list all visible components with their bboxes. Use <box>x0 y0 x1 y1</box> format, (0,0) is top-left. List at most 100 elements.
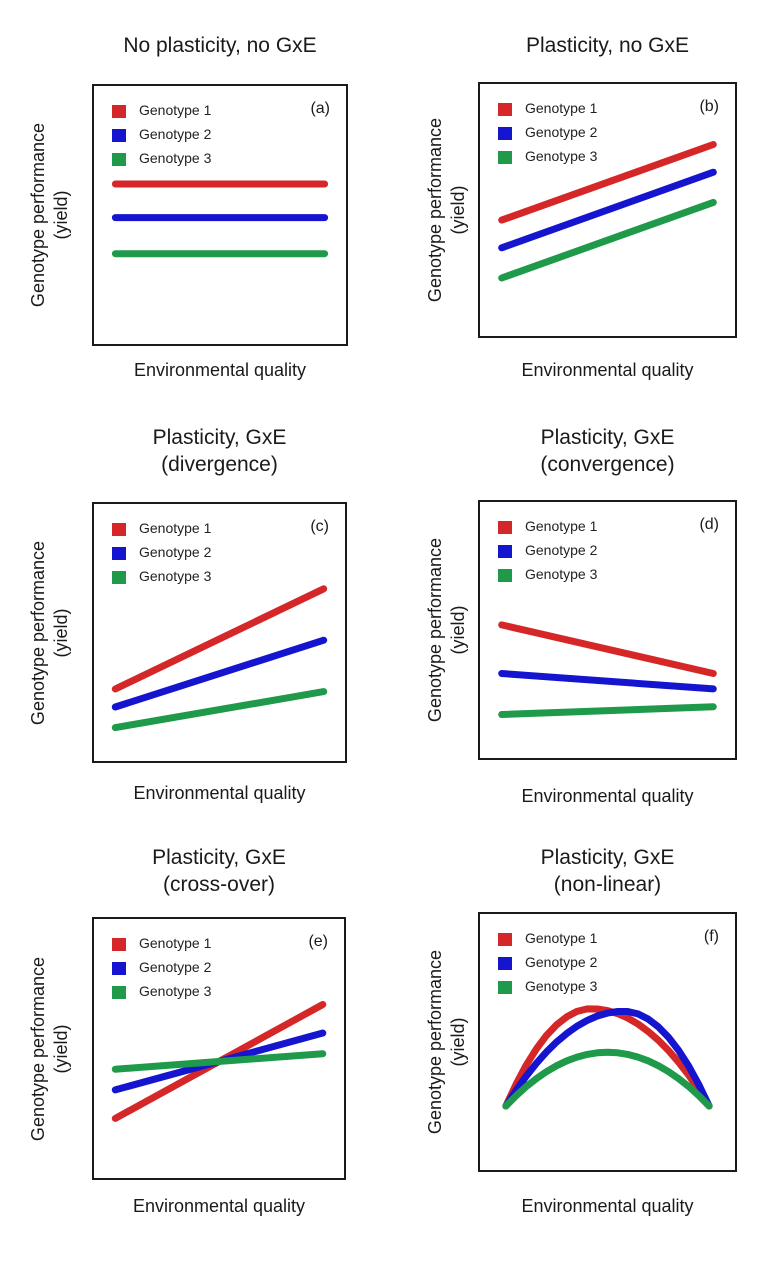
legend-label: Genotype 3 <box>139 568 212 584</box>
chart-title: No plasticity, no GxE <box>52 32 388 59</box>
legend-swatch <box>112 129 126 142</box>
y-axis-label-line: Genotype performance <box>28 956 48 1141</box>
legend-swatch <box>498 569 512 582</box>
legend-label: Genotype 2 <box>139 126 212 142</box>
plot-area: Genotype 1 Genotype 2 Genotype 3 (f) <box>478 912 737 1172</box>
plot-svg <box>498 141 717 282</box>
legend-swatch <box>112 962 126 975</box>
series-line-genotype-1 <box>498 621 717 677</box>
legend-label: Genotype 2 <box>139 959 212 975</box>
legend-swatch <box>112 938 126 951</box>
x-axis-label: Environmental quality <box>521 1196 694 1216</box>
chart-title-line: Plasticity, GxE <box>152 426 287 449</box>
series-line-genotype-3 <box>502 1048 713 1110</box>
legend-label: Genotype 1 <box>139 102 212 118</box>
legend-swatch <box>498 981 512 994</box>
y-axis-label-line: Genotype performance <box>425 949 445 1135</box>
chart-title-line: No plasticity, no GxE <box>123 34 317 57</box>
legend-label: Genotype 1 <box>525 518 598 534</box>
legend-swatch <box>112 105 126 118</box>
x-axis-label: Environmental quality <box>521 786 694 806</box>
y-axis-label: Genotype performance (yield) <box>27 513 73 753</box>
y-axis-label: Genotype performance (yield) <box>424 510 470 750</box>
legend-swatch <box>498 151 512 164</box>
legend-swatch <box>112 571 126 584</box>
chart-subtitle: (cross-over) <box>162 873 275 896</box>
plot-area: Genotype 1 Genotype 2 Genotype 3 (e) <box>92 917 346 1180</box>
plot-svg <box>111 585 328 732</box>
chart-title-line: Plasticity, GxE <box>540 426 675 449</box>
series-line-genotype-3 <box>498 703 717 718</box>
legend-label: Genotype 2 <box>525 124 598 140</box>
y-axis-label: Genotype performance (yield) <box>27 95 73 335</box>
panel-letter: (d) <box>699 516 719 533</box>
legend-label: Genotype 3 <box>525 978 598 994</box>
y-axis-label: Genotype performance (yield) <box>424 90 470 330</box>
legend-swatch <box>498 127 512 140</box>
series-line-genotype-3 <box>111 688 328 732</box>
plot-svg <box>111 1001 327 1122</box>
legend-label: Genotype 2 <box>139 544 212 560</box>
y-axis-label-unit: (yield) <box>448 185 468 235</box>
plot-svg <box>498 621 717 718</box>
chart-title: Plasticity, GxE (convergence) <box>438 424 771 478</box>
series-line-genotype-1 <box>111 585 328 693</box>
x-axis-label: Environmental quality <box>521 360 694 380</box>
y-axis-label-unit: (yield) <box>448 605 468 655</box>
chart-title: Plasticity, GxE (cross-over) <box>52 844 386 898</box>
y-axis-label-line: Genotype performance <box>28 122 48 308</box>
chart-subtitle: (divergence) <box>161 453 278 476</box>
y-axis-label-unit: (yield) <box>51 190 71 240</box>
legend-swatch <box>112 986 126 999</box>
series-line-genotype-1 <box>498 141 717 224</box>
y-axis-label-line: Genotype performance <box>425 117 445 303</box>
plot-area: Genotype 1 Genotype 2 Genotype 3 (a) <box>92 84 348 346</box>
plot-area: Genotype 1 Genotype 2 Genotype 3 (c) <box>92 502 347 763</box>
legend-swatch <box>498 103 512 116</box>
legend-label: Genotype 1 <box>525 100 598 116</box>
series-line-genotype-2 <box>111 636 328 711</box>
x-axis-label: Environmental quality <box>133 783 306 803</box>
chart-subtitle: (convergence) <box>540 453 675 476</box>
legend-swatch <box>498 957 512 970</box>
y-axis-label-unit: (yield) <box>448 1017 468 1067</box>
y-axis-label-line: Genotype performance <box>28 540 48 725</box>
legend-label: Genotype 1 <box>139 520 212 536</box>
panel-letter: (b) <box>699 98 719 115</box>
chart-title: Plasticity, GxE (divergence) <box>52 424 387 478</box>
series-line-genotype-2 <box>498 168 717 252</box>
legend-swatch <box>498 521 512 534</box>
legend-label: Genotype 1 <box>139 935 212 951</box>
chart-title: Plasticity, no GxE <box>438 32 771 59</box>
series-line-genotype-2 <box>502 1008 713 1110</box>
chart-title-line: Plasticity, GxE <box>152 846 286 869</box>
series-line-genotype-1 <box>502 1005 713 1110</box>
panel-letter: (e) <box>308 933 328 950</box>
legend-label: Genotype 3 <box>139 983 212 999</box>
series-line-genotype-3 <box>498 198 717 282</box>
x-axis-label: Environmental quality <box>133 360 307 380</box>
panel-letter: (c) <box>310 518 329 535</box>
legend-label: Genotype 3 <box>525 566 598 582</box>
legend-label: Genotype 2 <box>525 542 598 558</box>
y-axis-label-line: Genotype performance <box>425 537 445 723</box>
chart-subtitle: (non-linear) <box>553 873 662 896</box>
plot-svg <box>502 1005 713 1110</box>
legend-label: Genotype 1 <box>525 930 598 946</box>
legend-swatch <box>498 933 512 946</box>
chart-title-line: Plasticity, no GxE <box>526 34 689 57</box>
y-axis-label-unit: (yield) <box>51 608 71 658</box>
legend-label: Genotype 3 <box>139 150 212 166</box>
legend-label: Genotype 2 <box>525 954 598 970</box>
legend-swatch <box>498 545 512 558</box>
plot-area: Genotype 1 Genotype 2 Genotype 3 (b) <box>478 82 737 338</box>
plot-svg <box>111 180 329 258</box>
legend-swatch <box>112 523 126 536</box>
panel-letter: (f) <box>703 928 719 945</box>
series-line-genotype-3 <box>111 1050 327 1073</box>
chart-title-line: Plasticity, GxE <box>540 846 675 869</box>
legend-swatch <box>112 153 126 166</box>
legend-label: Genotype 3 <box>525 148 598 164</box>
chart-title: Plasticity, GxE (non-linear) <box>438 844 771 898</box>
y-axis-label: Genotype performance (yield) <box>424 922 470 1162</box>
